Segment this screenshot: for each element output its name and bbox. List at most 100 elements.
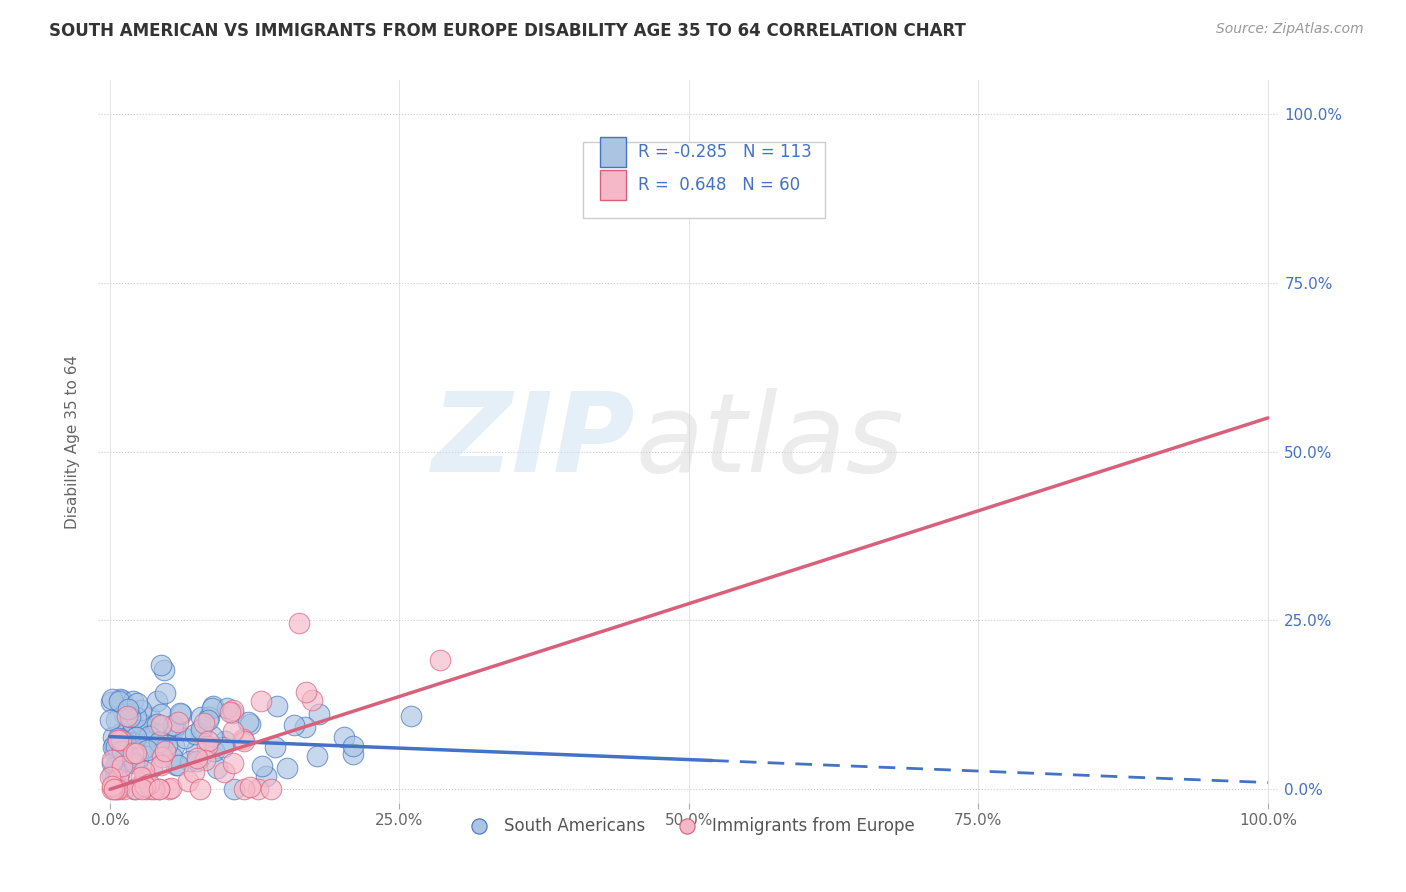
- Point: [211, 739, 233, 754]
- Point: [100, 695, 122, 709]
- Legend: South Americans, Immigrants from Europe: South Americans, Immigrants from Europe: [456, 810, 922, 841]
- Point: [197, 713, 219, 727]
- Point: [135, 782, 157, 797]
- Point: [256, 769, 278, 783]
- Point: [236, 715, 259, 730]
- Point: [150, 706, 173, 721]
- Point: [129, 779, 152, 793]
- Point: [111, 693, 134, 707]
- Point: [122, 782, 145, 797]
- Point: [222, 723, 245, 738]
- Point: [125, 744, 148, 758]
- Point: [250, 759, 273, 773]
- Point: [399, 709, 422, 723]
- Point: [134, 771, 156, 785]
- Point: [121, 747, 143, 761]
- Point: [110, 692, 132, 706]
- Point: [150, 758, 173, 772]
- Point: [201, 701, 224, 715]
- Point: [124, 718, 146, 732]
- Point: [159, 781, 181, 796]
- Text: ZIP: ZIP: [432, 388, 636, 495]
- Point: [101, 691, 124, 706]
- FancyBboxPatch shape: [600, 137, 626, 168]
- Point: [148, 782, 170, 797]
- Point: [249, 694, 271, 708]
- Point: [153, 686, 176, 700]
- Point: [260, 782, 283, 797]
- Point: [131, 776, 153, 790]
- Point: [197, 734, 219, 748]
- Point: [219, 706, 242, 720]
- Text: Source: ZipAtlas.com: Source: ZipAtlas.com: [1216, 22, 1364, 37]
- Point: [98, 770, 121, 784]
- Point: [108, 751, 131, 765]
- Y-axis label: Disability Age 35 to 64: Disability Age 35 to 64: [65, 354, 80, 529]
- Point: [107, 782, 129, 797]
- Point: [283, 718, 305, 732]
- Point: [222, 703, 245, 717]
- Point: [266, 698, 288, 713]
- Point: [239, 717, 262, 731]
- Point: [143, 727, 166, 741]
- Point: [101, 767, 124, 781]
- Point: [214, 734, 236, 748]
- Point: [118, 710, 141, 724]
- Point: [153, 744, 176, 758]
- Point: [221, 706, 243, 721]
- Point: [276, 761, 298, 775]
- Point: [104, 763, 127, 777]
- Point: [294, 720, 316, 734]
- Point: [110, 739, 132, 753]
- Point: [163, 719, 186, 733]
- Point: [125, 730, 148, 744]
- Point: [101, 756, 124, 770]
- Point: [169, 706, 191, 720]
- Point: [224, 782, 246, 797]
- Point: [122, 756, 145, 770]
- Point: [239, 780, 262, 794]
- Point: [183, 764, 205, 779]
- Point: [104, 745, 127, 759]
- Point: [103, 730, 125, 744]
- Text: R = -0.285   N = 113: R = -0.285 N = 113: [638, 143, 811, 161]
- Point: [212, 764, 235, 779]
- Point: [105, 782, 128, 797]
- Point: [117, 702, 139, 716]
- Point: [139, 782, 162, 797]
- Point: [232, 782, 254, 797]
- Point: [112, 782, 135, 797]
- Point: [246, 782, 269, 797]
- Point: [232, 732, 254, 747]
- Point: [129, 702, 152, 716]
- Point: [287, 615, 309, 630]
- Point: [264, 739, 287, 754]
- Point: [122, 694, 145, 708]
- Point: [131, 782, 153, 797]
- Point: [107, 732, 129, 747]
- Point: [138, 777, 160, 791]
- Point: [149, 743, 172, 757]
- Point: [205, 761, 228, 775]
- Point: [166, 758, 188, 772]
- Point: [197, 739, 219, 754]
- Point: [107, 694, 129, 708]
- Point: [342, 747, 364, 761]
- Point: [115, 721, 138, 735]
- Point: [111, 758, 134, 772]
- Point: [110, 732, 132, 747]
- Point: [156, 739, 179, 753]
- Point: [104, 782, 127, 797]
- Point: [201, 698, 224, 713]
- Point: [150, 736, 173, 750]
- Point: [429, 653, 451, 667]
- Point: [127, 751, 149, 765]
- Point: [141, 760, 163, 774]
- Point: [162, 723, 184, 738]
- Text: R =  0.648   N = 60: R = 0.648 N = 60: [638, 176, 800, 194]
- Point: [186, 750, 208, 764]
- Point: [112, 706, 135, 721]
- Point: [103, 782, 125, 797]
- Point: [131, 717, 153, 731]
- Point: [162, 750, 184, 764]
